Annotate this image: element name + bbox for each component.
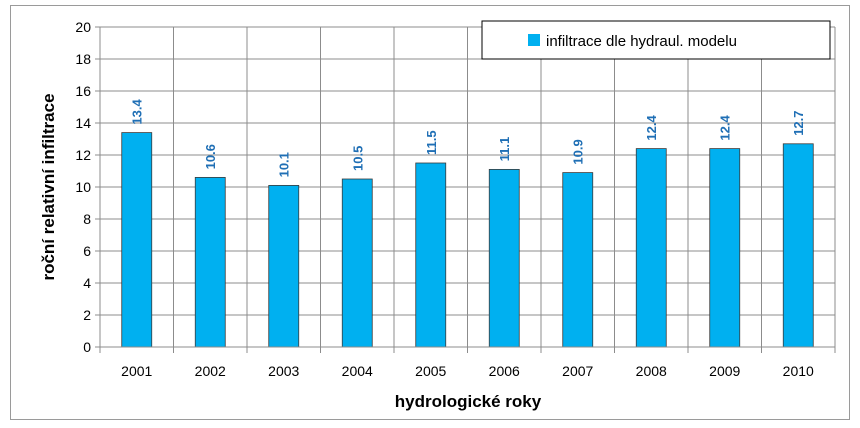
x-tick-label: 2001 <box>121 363 152 379</box>
axes-layer: 0 2 4 6 8 10 12 14 16 18 20 2001 2002 2003 2004 2005 200… <box>75 19 835 379</box>
x-tick-label: 2009 <box>709 363 740 379</box>
bar-2003 <box>268 184 300 348</box>
y-tick-label: 6 <box>83 243 91 259</box>
x-tick-label: 2008 <box>636 363 667 379</box>
y-tick-label: 0 <box>83 339 91 355</box>
legend-label: infiltrace dle hydraul. modelu <box>546 33 737 50</box>
bar-2006 <box>488 168 520 348</box>
bar-2001 <box>121 132 153 348</box>
data-label-2004: 10.5 <box>350 146 365 171</box>
x-tick-label: 2010 <box>783 363 814 379</box>
x-axis-title: hydrologické roky <box>395 392 542 411</box>
bar-2002 <box>194 176 226 348</box>
y-tick-label: 14 <box>75 115 91 131</box>
x-tick-label: 2003 <box>268 363 299 379</box>
bar-2008 <box>635 148 667 348</box>
x-tick-label: 2006 <box>489 363 520 379</box>
data-label-2006: 11.1 <box>497 137 512 162</box>
data-label-2010: 12.7 <box>791 110 806 135</box>
y-tick-label: 16 <box>75 83 91 99</box>
data-label-2003: 10.1 <box>277 152 292 177</box>
x-tick-label: 2007 <box>562 363 593 379</box>
bar-2009 <box>709 148 741 348</box>
y-tick-label: 12 <box>75 147 91 163</box>
data-label-2005: 11.5 <box>424 130 439 155</box>
y-tick-label: 8 <box>83 211 91 227</box>
y-tick-label: 2 <box>83 307 91 323</box>
data-label-2007: 10.9 <box>571 139 586 164</box>
data-label-2002: 10.6 <box>203 144 218 169</box>
data-label-2001: 13.4 <box>130 99 145 125</box>
bars-layer <box>121 132 814 348</box>
x-tick-label: 2004 <box>342 363 373 379</box>
legend: infiltrace dle hydraul. modelu <box>481 20 831 60</box>
bar-2010 <box>782 143 814 348</box>
x-tick-label: 2002 <box>195 363 226 379</box>
y-tick-label: 18 <box>75 51 91 67</box>
data-label-2008: 12.4 <box>644 115 659 141</box>
legend-swatch <box>528 34 540 46</box>
data-label-2009: 12.4 <box>718 115 733 141</box>
bar-2004 <box>341 178 373 348</box>
bar-2005 <box>415 162 447 348</box>
y-tick-label: 10 <box>75 179 91 195</box>
x-tick-label: 2005 <box>415 363 446 379</box>
y-tick-label: 4 <box>83 275 91 291</box>
y-axis-title: roční relativní infiltrace <box>39 93 58 280</box>
y-tick-label: 20 <box>75 19 91 35</box>
data-labels-layer: 13.4 10.6 10.1 10.5 11.5 11.1 10.9 12.4 12.4 12.7 <box>130 99 807 178</box>
bar-2007 <box>562 172 594 348</box>
